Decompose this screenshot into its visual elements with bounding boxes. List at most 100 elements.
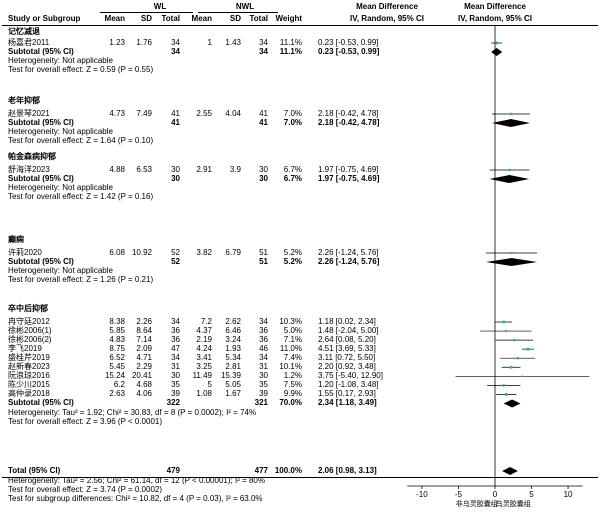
subtotal-label: Subtotal (95% CI) — [8, 257, 74, 267]
nwl-mean: 3.41 — [196, 353, 212, 363]
subtotal-diamond — [491, 119, 530, 128]
md-ci-value: 1.55 [0.17, 2.93] — [318, 389, 376, 399]
study-header: Study or Subgroup — [8, 14, 81, 23]
weight-header: Weight — [275, 14, 302, 23]
wl-total: 30 — [171, 371, 180, 381]
subtotal-ci: 2.26 [-1.24, 5.76] — [318, 257, 380, 267]
mean2-header: Mean — [191, 14, 212, 23]
subtotal-label: Subtotal (95% CI) — [8, 174, 74, 184]
nwl-sd: 4.04 — [225, 109, 241, 118]
nwl-mean: 4.37 — [196, 326, 212, 336]
study-name: 徐彬2006(2) — [8, 335, 52, 345]
subtotal-weight: 70.0% — [279, 398, 302, 408]
weight-value: 1.2% — [283, 371, 302, 381]
subtotal-weight: 6.7% — [283, 174, 302, 184]
md-ci-value: 3.75 [-5.40, 12.90] — [318, 371, 383, 381]
nwl-mean: 5 — [207, 380, 212, 390]
md-ci-value: 2.26 [-1.24, 5.76] — [318, 248, 379, 257]
study-marker — [495, 41, 499, 45]
total-label: Total (95% CI) — [8, 466, 61, 475]
md-ci-value: 1.48 [-2.04, 5.00] — [318, 326, 379, 336]
nwl-total: 36 — [259, 335, 268, 345]
wl-sd: 2.09 — [136, 344, 152, 354]
md-ci-value: 1.97 [-0.75, 4.69] — [318, 165, 379, 174]
nwl-sd: 1.93 — [225, 344, 241, 354]
plot-title: Mean Difference — [464, 2, 526, 11]
nwl-total: 41 — [259, 109, 268, 118]
study-marker — [502, 384, 505, 387]
heterogeneity-text: Heterogeneity: Not applicable — [8, 56, 113, 66]
wl-total: 36 — [171, 335, 180, 345]
subtotal-diamond — [491, 48, 503, 57]
right-favour-label: 乌灵胶囊组 — [496, 499, 531, 508]
subtotal-ci: 1.97 [-0.75, 4.69] — [318, 174, 380, 184]
nwl-total: 51 — [259, 248, 268, 257]
overall-effect-text: Test for overall effect: Z = 1.64 (P = 0… — [8, 136, 154, 146]
mean1-header: Mean — [104, 14, 125, 23]
wl-total: 34 — [171, 317, 180, 326]
wl-sd: 10.92 — [131, 248, 152, 257]
study-name: 徐彬2006(1) — [8, 326, 52, 336]
study-marker — [508, 168, 511, 172]
md-ci-value: 0.23 [-0.53, 0.99] — [318, 38, 379, 47]
subtotal-ci: 2.34 [1.18, 3.49] — [318, 398, 377, 408]
wl-mean: 1.23 — [109, 38, 125, 47]
wl-mean: 8.75 — [109, 344, 125, 354]
study-marker — [521, 375, 524, 378]
sd1-header: SD — [140, 14, 152, 23]
nwl-sd: 3.24 — [225, 335, 241, 345]
wl-total: 52 — [171, 248, 180, 257]
nwl-mean: 1.08 — [196, 389, 212, 399]
md-title: Mean Difference — [356, 2, 418, 11]
x-tick-label: 5 — [529, 490, 534, 499]
nwl-sd: 5.05 — [225, 380, 241, 390]
study-name: 杨嘉君2011 — [8, 38, 50, 47]
study-marker — [504, 393, 508, 396]
total1-header: Total — [161, 14, 180, 23]
x-tick-label: -5 — [455, 490, 463, 499]
nwl-mean: 3.82 — [196, 248, 212, 257]
subtotal-wl-total: 52 — [171, 257, 180, 267]
weight-value: 11.0% — [279, 344, 302, 354]
study-marker — [516, 357, 519, 360]
study-name: 赵景琴2021 — [8, 109, 50, 118]
subgroup-differences: Test for subgroup differences: Chi² = 10… — [8, 494, 263, 503]
md-ci-value: 2.20 [0.92, 3.48] — [318, 362, 376, 372]
wl-sd: 20.41 — [131, 371, 152, 381]
plot-subtitle: IV, Random, 95% CI — [458, 14, 532, 23]
nwl-mean: 2.19 — [196, 335, 212, 345]
nwl-total: 34 — [259, 317, 268, 326]
overall-diamond — [502, 467, 518, 475]
wl-mean: 2.63 — [109, 389, 125, 399]
overall-effect-text: Test for overall effect: Z = 3.96 (P < 0… — [8, 416, 163, 426]
study-name: 阮浪琼2016 — [8, 371, 50, 381]
subtotal-weight: 5.2% — [283, 257, 302, 267]
total-heterogeneity: Heterogeneity: Tau² = 2.56; Chi² = 61.14… — [8, 476, 265, 485]
subtotal-weight: 11.1% — [279, 47, 302, 57]
weight-value: 5.0% — [283, 326, 302, 336]
nwl-sd: 1.67 — [225, 389, 241, 399]
study-marker — [513, 338, 516, 342]
wl-sd: 7.49 — [136, 109, 152, 118]
wl-mean: 4.73 — [109, 109, 125, 118]
nwl-total: 46 — [259, 344, 268, 354]
wl-sd: 2.29 — [136, 362, 152, 372]
subtotal-nwl-total: 30 — [259, 174, 268, 184]
nwl-total: 36 — [259, 326, 268, 336]
nwl-sd: 1.43 — [225, 38, 241, 47]
nwl-sd: 2.81 — [225, 362, 241, 372]
total-ci: 2.06 [0.98, 3.13] — [318, 466, 377, 475]
wl-mean: 6.2 — [113, 380, 125, 390]
weight-value: 11.1% — [279, 38, 302, 47]
nwl-total: 31 — [259, 362, 268, 372]
group1-underline — [100, 12, 193, 13]
wl-total: 31 — [171, 362, 180, 372]
wl-total: 34 — [171, 38, 180, 47]
wl-sd: 6.53 — [136, 165, 152, 174]
wl-sd: 2.26 — [136, 317, 152, 326]
subtotal-wl-total: 34 — [171, 47, 180, 57]
wl-sd: 4.71 — [136, 353, 152, 363]
subtotal-ci: 2.18 [-0.42, 4.78] — [318, 118, 380, 128]
nwl-mean: 7.2 — [200, 317, 212, 326]
